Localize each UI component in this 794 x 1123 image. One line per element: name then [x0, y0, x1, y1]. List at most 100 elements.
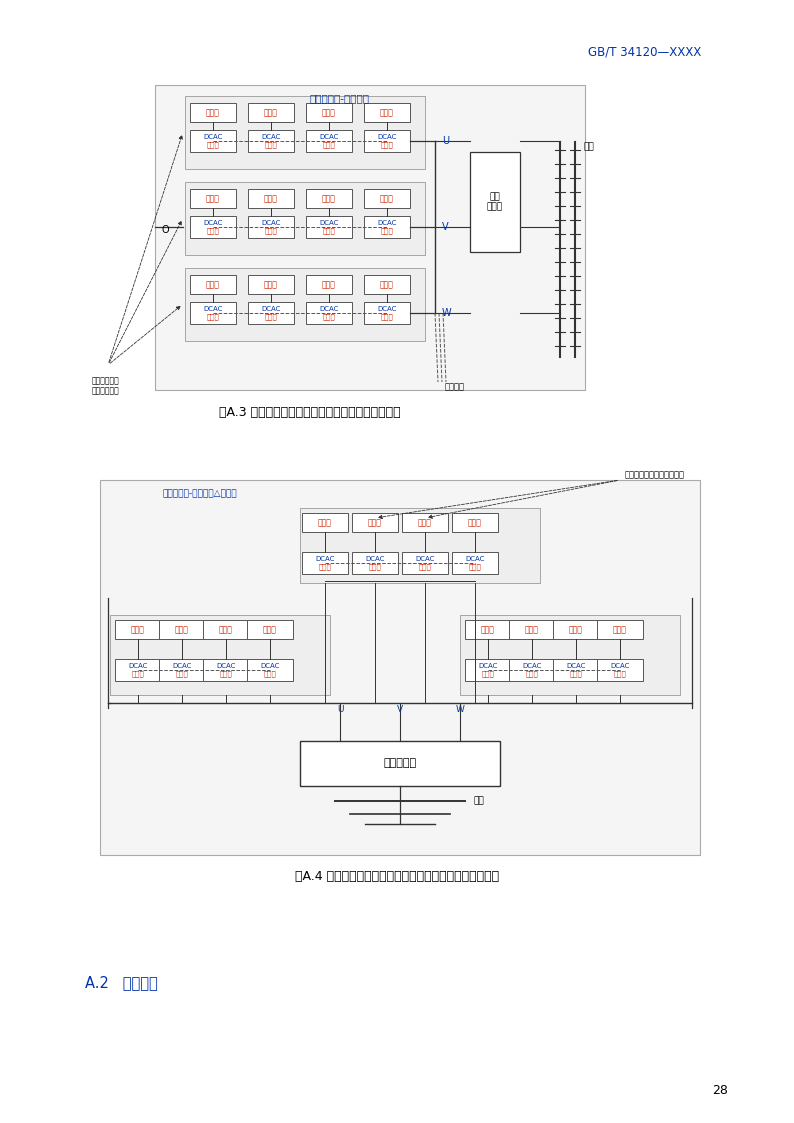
Text: DCAC: DCAC	[216, 663, 236, 669]
Bar	[364, 130, 410, 152]
Text: 图A.3 高压级联直挂架构典型拓扑（功率单元串联）: 图A.3 高压级联直挂架构典型拓扑（功率单元串联）	[219, 405, 401, 419]
Bar	[300, 741, 500, 786]
Bar	[248, 216, 294, 238]
Text: U: U	[337, 704, 343, 713]
Text: 电网: 电网	[473, 796, 484, 805]
Text: 变据器: 变据器	[380, 313, 393, 320]
Bar	[306, 302, 352, 325]
Text: 电池簇: 电池簇	[613, 626, 627, 634]
Text: 储能变流器不含虚线框部件: 储能变流器不含虚线框部件	[625, 471, 685, 480]
Text: DCAC: DCAC	[203, 220, 222, 226]
Text: DCAC: DCAC	[129, 663, 148, 669]
Text: 变据器: 变据器	[206, 228, 219, 235]
Bar	[203, 659, 249, 681]
Bar	[100, 480, 700, 855]
Text: DCAC: DCAC	[203, 305, 222, 312]
Text: 变据器: 变据器	[418, 564, 431, 570]
Text: DCAC: DCAC	[377, 305, 397, 312]
Text: DCAC: DCAC	[261, 220, 281, 226]
Text: DCAC: DCAC	[377, 134, 397, 140]
Text: W: W	[456, 704, 464, 713]
Bar	[306, 189, 352, 208]
Text: 变据器: 变据器	[526, 670, 538, 677]
Text: DCAC: DCAC	[203, 134, 222, 140]
Text: O: O	[161, 225, 169, 235]
Text: 电池簇: 电池簇	[525, 626, 539, 634]
Bar	[302, 553, 348, 574]
Bar	[553, 659, 599, 681]
Text: 变据器: 变据器	[569, 670, 582, 677]
Bar	[402, 553, 448, 574]
Text: 变据器: 变据器	[380, 228, 393, 235]
Text: DCAC: DCAC	[377, 220, 397, 226]
Text: 电池簇: 电池簇	[380, 108, 394, 117]
Bar	[465, 620, 511, 639]
Text: 电池簇: 电池簇	[219, 626, 233, 634]
Bar	[306, 130, 352, 152]
Bar	[190, 275, 236, 294]
Text: 电池簇: 电池簇	[481, 626, 495, 634]
Bar	[110, 615, 330, 695]
Text: V: V	[442, 222, 449, 232]
Text: 变据器: 变据器	[322, 228, 335, 235]
Text: 含虚线框部件: 含虚线框部件	[92, 386, 120, 395]
Text: 变据器: 变据器	[264, 228, 277, 235]
Bar	[597, 620, 643, 639]
Bar	[452, 513, 498, 532]
Bar	[190, 130, 236, 152]
Text: 图A.4 高压级联直挂架构典型拓扑（功率单元串并联组合）: 图A.4 高压级联直挂架构典型拓扑（功率单元串并联组合）	[295, 870, 499, 884]
Bar	[203, 620, 249, 639]
Bar	[470, 152, 520, 252]
Bar	[248, 302, 294, 325]
Bar	[190, 189, 236, 208]
Bar	[247, 659, 293, 681]
Text: DCAC: DCAC	[315, 556, 335, 562]
Text: 电池簇: 电池簇	[263, 626, 277, 634]
Text: DCAC: DCAC	[566, 663, 586, 669]
Text: 变据器: 变据器	[132, 670, 145, 677]
Bar	[460, 615, 680, 695]
Text: 变据器: 变据器	[322, 313, 335, 320]
Text: DCAC: DCAC	[478, 663, 498, 669]
Text: 电池簇: 电池簇	[318, 518, 332, 527]
Bar	[364, 216, 410, 238]
Text: DCAC: DCAC	[261, 305, 281, 312]
Text: 电池簇: 电池簇	[380, 280, 394, 289]
Text: 变据器: 变据器	[220, 670, 233, 677]
Text: 28: 28	[712, 1084, 728, 1096]
Bar	[452, 553, 498, 574]
Bar	[248, 103, 294, 122]
Text: 变据器: 变据器	[206, 141, 219, 148]
Bar	[509, 659, 555, 681]
Text: 电池簇: 电池簇	[206, 108, 220, 117]
Bar	[364, 189, 410, 208]
Bar	[159, 659, 205, 681]
Text: DCAC: DCAC	[522, 663, 542, 669]
Text: 电池簇: 电池簇	[131, 626, 145, 634]
Bar	[247, 620, 293, 639]
Bar	[185, 95, 425, 168]
Text: 变据器: 变据器	[482, 670, 495, 677]
Text: DCAC: DCAC	[172, 663, 191, 669]
Bar	[402, 513, 448, 532]
Bar	[190, 216, 236, 238]
Bar	[306, 275, 352, 294]
Bar	[248, 189, 294, 208]
Text: 电池簇: 电池簇	[569, 626, 583, 634]
Bar	[300, 508, 540, 583]
Bar	[364, 103, 410, 122]
Text: DCAC: DCAC	[260, 663, 279, 669]
Text: DCAC: DCAC	[261, 134, 281, 140]
Text: 变据器: 变据器	[318, 564, 331, 570]
Text: 电池簇: 电池簇	[380, 194, 394, 203]
Text: 交流
配电柜: 交流 配电柜	[487, 192, 503, 212]
Bar	[509, 620, 555, 639]
Bar	[185, 182, 425, 255]
Text: DCAC: DCAC	[319, 134, 339, 140]
Text: 变据器: 变据器	[322, 141, 335, 148]
Text: 电池簇: 电池簇	[264, 280, 278, 289]
Bar	[190, 103, 236, 122]
Text: 变据器: 变据器	[468, 564, 481, 570]
Text: 储能变流器不: 储能变流器不	[92, 376, 120, 385]
Bar	[302, 513, 348, 532]
